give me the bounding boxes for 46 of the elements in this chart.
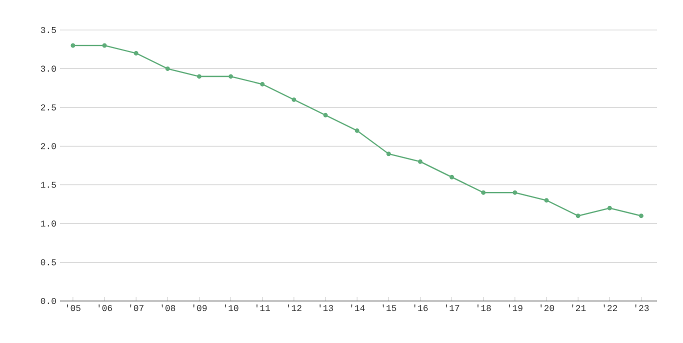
y-tick-label: 0.5 [40,259,56,266]
point [386,152,391,156]
x-tick-label: '13 [320,304,334,312]
y-tick-label: 3.0 [40,66,56,72]
y-tick-label: 2.5 [40,104,56,110]
point [70,43,76,48]
point [165,66,170,71]
point [134,50,138,56]
x-tick-label: '05 [67,304,80,312]
point [260,82,265,86]
point [418,159,422,164]
x-tick-label: '12 [288,304,302,312]
x-tick-label: '23 [635,304,649,312]
point [292,97,296,102]
x-tick-label: '21 [572,304,586,312]
x-tick-label: '06 [98,304,112,312]
point [323,112,328,118]
x-tick-label: '19 [509,304,522,312]
x-tick-label: '15 [382,304,396,312]
x-tick-label: '07 [130,304,144,312]
point [638,214,644,218]
y-tick-label: 1.5 [40,182,56,188]
x-tick-label: '16 [414,304,428,312]
x-tick-label: '20 [540,304,554,312]
point [450,174,454,180]
point [481,190,486,195]
point [512,190,518,195]
x-tick-label: '09 [193,304,207,312]
x-tick-label: '11 [256,304,270,312]
point [544,198,549,203]
point [576,214,580,218]
point [196,74,202,79]
point [228,74,234,79]
point [607,206,612,210]
y-tick-label: 0.0 [40,298,56,304]
y-tick-label: 1.0 [40,220,56,227]
y-tick-label: 2.0 [40,143,56,150]
y-tick-label: 3.5 [40,26,56,34]
point [354,128,360,133]
x-tick-label: '10 [224,304,238,312]
x-tick-label: '17 [446,304,460,312]
x-tick-label: '18 [478,304,491,312]
x-tick-label: '22 [604,304,618,312]
x-tick-label: '08 [162,304,176,312]
x-tick-label: '14 [351,304,365,312]
point [102,43,107,48]
